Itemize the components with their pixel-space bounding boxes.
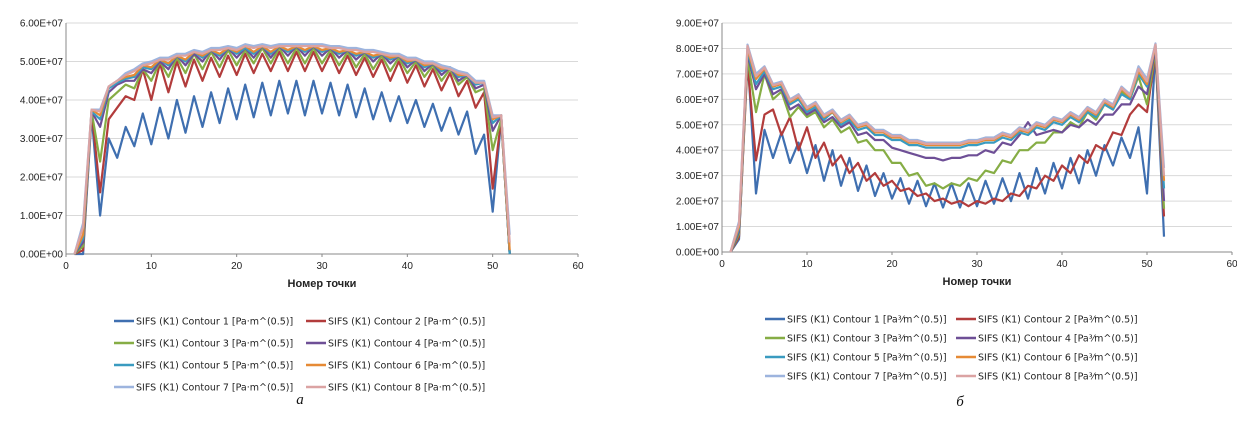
x-tick-label: 30 xyxy=(316,261,328,272)
legend-label: SIFS (K1) Contour 4 [Pa³⁄m^(0.5)] xyxy=(978,334,1138,345)
x-tick-label: 40 xyxy=(402,261,414,272)
x-tick-label: 0 xyxy=(63,261,69,272)
y-tick-label: 8.00E+07 xyxy=(676,44,720,55)
y-tick-label: 0.00E+00 xyxy=(676,248,720,259)
series-line-contour-1 xyxy=(729,49,1166,253)
y-tick-label: 4.00E+07 xyxy=(676,146,720,157)
series-line-contour-8 xyxy=(73,44,511,255)
y-tick-label: 9.00E+07 xyxy=(676,19,720,30)
legend-item-contour-6: SIFS (K1) Contour 6 [Pa·m^(0.5)] xyxy=(306,361,485,372)
legend-item-contour-7: SIFS (K1) Contour 7 [Pa·m^(0.5)] xyxy=(114,383,293,394)
legend-label: SIFS (K1) Contour 8 [Pa·m^(0.5)] xyxy=(328,383,485,394)
legend-label: SIFS (K1) Contour 8 [Pa³⁄m^(0.5)] xyxy=(978,372,1138,383)
legend-label: SIFS (K1) Contour 6 [Pa·m^(0.5)] xyxy=(328,361,485,372)
series-line-contour-3 xyxy=(729,49,1166,253)
panel-label: б xyxy=(956,394,964,410)
series-line-contour-1 xyxy=(74,79,511,256)
legend-label: SIFS (K1) Contour 4 [Pa·m^(0.5)] xyxy=(328,339,485,350)
legend-item-contour-5: SIFS (K1) Contour 5 [Pa·m^(0.5)] xyxy=(114,361,293,372)
legend-item-contour-2: SIFS (K1) Contour 2 [Pa·m^(0.5)] xyxy=(306,317,485,328)
legend-item-contour-4: SIFS (K1) Contour 4 [Pa³⁄m^(0.5)] xyxy=(956,334,1138,345)
y-tick-label: 1.00E+07 xyxy=(676,222,720,233)
legend-item-contour-4: SIFS (K1) Contour 4 [Pa·m^(0.5)] xyxy=(306,339,485,350)
x-tick-label: 40 xyxy=(1056,259,1068,270)
chart-b-svg: 0.00E+00 1.00E+07 2.00E+07 3.00E+07 4.00E+07… xyxy=(676,19,1237,411)
legend-item-contour-5: SIFS (K1) Contour 5 [Pa³⁄m^(0.5)] xyxy=(765,353,947,364)
y-tick-label: 2.00E+07 xyxy=(676,197,720,208)
y-tick-label: 6.00E+07 xyxy=(20,19,64,30)
y-tick-label: 7.00E+07 xyxy=(676,69,720,80)
legend-label: SIFS (K1) Contour 5 [Pa³⁄m^(0.5)] xyxy=(787,353,947,364)
series-line-contour-3 xyxy=(73,46,511,255)
legend-label: SIFS (K1) Contour 7 [Pa³⁄m^(0.5)] xyxy=(787,372,947,383)
x-axis-title: Номер точки xyxy=(943,276,1012,288)
legend-item-contour-2: SIFS (K1) Contour 2 [Pa³⁄m^(0.5)] xyxy=(956,315,1138,326)
legend-label: SIFS (K1) Contour 5 [Pa·m^(0.5)] xyxy=(136,361,293,372)
y-tick-label: 1.00E+07 xyxy=(20,211,64,222)
series-line-contour-4 xyxy=(73,44,511,255)
y-tick-label: 0.00E+00 xyxy=(20,250,64,261)
legend-label: SIFS (K1) Contour 1 [Pa³⁄m^(0.5)] xyxy=(787,315,947,326)
series-line-contour-5 xyxy=(729,44,1166,253)
legend-label: SIFS (K1) Contour 6 [Pa³⁄m^(0.5)] xyxy=(978,353,1138,364)
x-tick-label: 0 xyxy=(719,259,725,270)
legend-label: SIFS (K1) Contour 3 [Pa³⁄m^(0.5)] xyxy=(787,334,947,345)
x-tick-label: 20 xyxy=(231,261,243,272)
chart-a-svg: 0.00E+00 1.00E+07 2.00E+07 3.00E+07 4.00E+07… xyxy=(20,19,584,409)
legend-item-contour-8: SIFS (K1) Contour 8 [Pa³⁄m^(0.5)] xyxy=(956,372,1138,383)
legend-item-contour-3: SIFS (K1) Contour 3 [Pa³⁄m^(0.5)] xyxy=(765,334,947,345)
legend-label: SIFS (K1) Contour 2 [Pa³⁄m^(0.5)] xyxy=(978,315,1138,326)
series-line-contour-2 xyxy=(74,50,511,256)
legend-item-contour-8: SIFS (K1) Contour 8 [Pa·m^(0.5)] xyxy=(306,383,485,394)
y-tick-label: 5.00E+07 xyxy=(20,57,64,68)
x-tick-label: 30 xyxy=(971,259,983,270)
series-line-contour-2 xyxy=(729,52,1166,253)
x-tick-label: 60 xyxy=(572,261,584,272)
x-tick-label: 10 xyxy=(146,261,158,272)
y-tick-label: 4.00E+07 xyxy=(20,96,64,107)
y-tick-label: 3.00E+07 xyxy=(676,171,720,182)
legend-item-contour-6: SIFS (K1) Contour 6 [Pa³⁄m^(0.5)] xyxy=(956,353,1138,364)
legend-label: SIFS (K1) Contour 2 [Pa·m^(0.5)] xyxy=(328,317,485,328)
x-axis-title: Номер точки xyxy=(288,278,357,290)
series-line-contour-8 xyxy=(729,43,1166,253)
legend-item-contour-1: SIFS (K1) Contour 1 [Pa³⁄m^(0.5)] xyxy=(765,315,947,326)
series-line-contour-4 xyxy=(729,47,1166,253)
x-tick-label: 50 xyxy=(487,261,499,272)
x-tick-label: 50 xyxy=(1141,259,1153,270)
legend-label: SIFS (K1) Contour 1 [Pa·m^(0.5)] xyxy=(136,317,293,328)
legend-label: SIFS (K1) Contour 7 [Pa·m^(0.5)] xyxy=(136,383,293,394)
legend-item-contour-1: SIFS (K1) Contour 1 [Pa·m^(0.5)] xyxy=(114,317,293,328)
x-tick-label: 10 xyxy=(801,259,813,270)
y-tick-label: 5.00E+07 xyxy=(676,120,720,131)
series-line-contour-7 xyxy=(73,43,511,255)
x-tick-label: 20 xyxy=(886,259,898,270)
y-tick-label: 2.00E+07 xyxy=(20,173,64,184)
panel-label: а xyxy=(296,392,304,408)
legend-item-contour-7: SIFS (K1) Contour 7 [Pa³⁄m^(0.5)] xyxy=(765,372,947,383)
y-tick-label: 6.00E+07 xyxy=(676,95,720,106)
legend-label: SIFS (K1) Contour 3 [Pa·m^(0.5)] xyxy=(136,339,293,350)
chart-panel-a: 0.00E+00 1.00E+07 2.00E+07 3.00E+07 4.00E+07… xyxy=(0,0,618,421)
chart-panel-b: 0.00E+00 1.00E+07 2.00E+07 3.00E+07 4.00E+07… xyxy=(619,0,1237,421)
y-tick-label: 3.00E+07 xyxy=(20,134,64,145)
x-tick-label: 60 xyxy=(1226,259,1237,270)
legend-item-contour-3: SIFS (K1) Contour 3 [Pa·m^(0.5)] xyxy=(114,339,293,350)
